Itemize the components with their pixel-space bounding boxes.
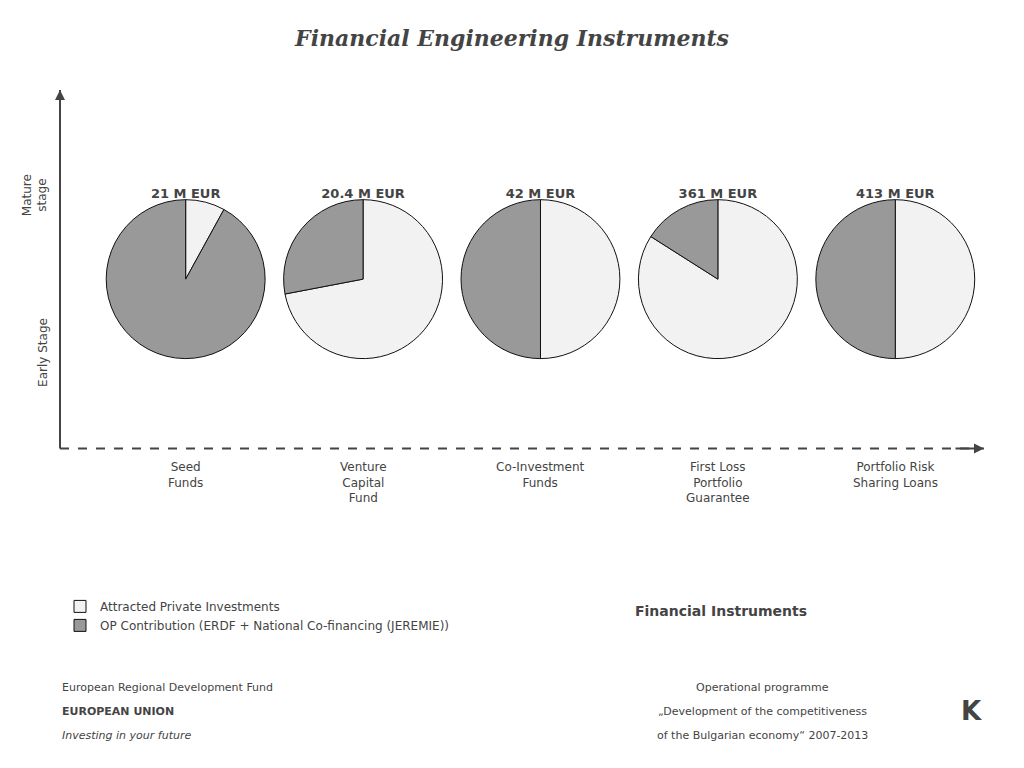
svg-text:EUROPEAN UNION: EUROPEAN UNION [62,705,174,718]
svg-text:European Regional Development: European Regional Development Fund [62,681,273,694]
svg-text:Investing in your future: Investing in your future [62,729,191,742]
svg-text:„Development of the competitiv: „Development of the competitiveness [658,705,867,718]
svg-text:Co-InvestmentFunds: Co-InvestmentFunds [496,460,585,490]
svg-text:20.4 M EUR: 20.4 M EUR [321,186,405,201]
svg-text:SeedFunds: SeedFunds [168,460,203,490]
svg-text:21 M EUR: 21 M EUR [151,186,221,201]
svg-text:Attracted Private Investments: Attracted Private Investments [100,600,280,614]
svg-text:Portfolio RiskSharing Loans: Portfolio RiskSharing Loans [853,460,938,490]
svg-text:OP Contribution (ERDF + Nation: OP Contribution (ERDF + National Co-fina… [100,619,449,633]
svg-text:First LossPortfolioGuarantee: First LossPortfolioGuarantee [686,460,750,505]
svg-text:VentureCapitalFund: VentureCapitalFund [340,460,387,505]
svg-text:361 M EUR: 361 M EUR [679,186,758,201]
svg-text:Operational programme: Operational programme [696,681,829,694]
svg-text:413 M EUR: 413 M EUR [856,186,935,201]
svg-text:Financial Instruments: Financial Instruments [635,603,807,619]
svg-text:of the Bulgarian economy“ 2007: of the Bulgarian economy“ 2007-2013 [657,729,868,742]
svg-text:K: K [961,696,982,726]
svg-text:Maturestage: Maturestage [20,174,50,216]
svg-text:Early Stage: Early Stage [36,318,50,387]
svg-text:Financial Engineering Instrume: Financial Engineering Instruments [294,25,729,51]
svg-text:42 M EUR: 42 M EUR [506,186,576,201]
